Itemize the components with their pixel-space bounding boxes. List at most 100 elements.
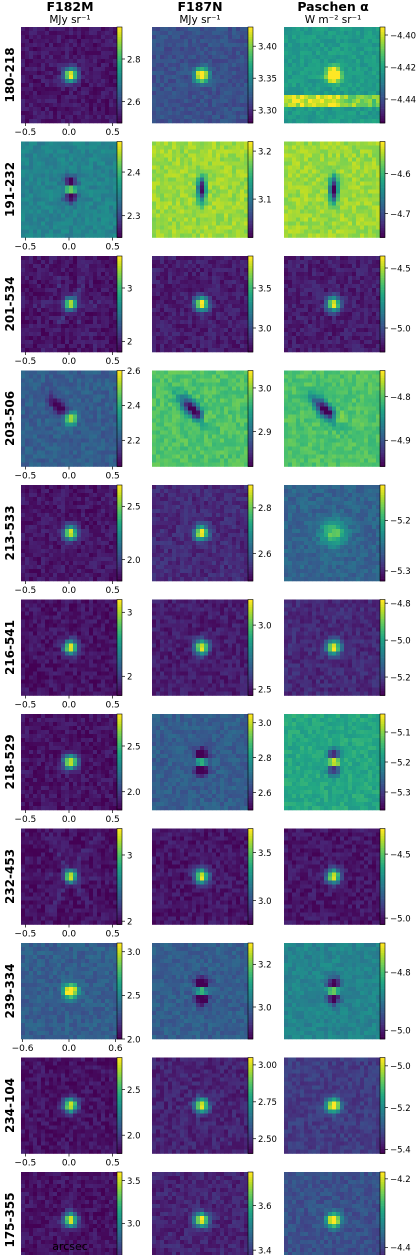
colorbar-segment [117,301,122,305]
colorbar-segment [248,148,253,152]
heatmap-cell [348,153,353,158]
heatmap-cell [176,348,181,353]
heatmap-cell [65,35,70,40]
heatmap-cell [204,71,209,76]
heatmap-cell [152,169,157,174]
heatmap-cell [360,55,365,60]
heatmap-cell [109,173,114,178]
heatmap-cell [53,308,58,313]
heatmap-cell [340,115,345,120]
heatmap-cell [97,39,102,44]
heatmap-cell [184,51,189,56]
heatmap-cell [65,95,70,100]
heatmap-cell [105,280,110,285]
heatmap-cell [164,260,169,265]
heatmap-cell [89,284,94,289]
colorbar-segment [248,177,253,181]
heatmap-cell [376,103,381,108]
heatmap-cell [332,55,337,60]
heatmap-cell [65,173,70,178]
heatmap-cell [152,221,157,226]
heatmap-cell [232,344,237,349]
heatmap-cell [188,173,193,178]
heatmap-cell [284,169,289,174]
heatmap-cell [360,209,365,214]
heatmap-cell [284,51,289,56]
heatmap-cell [37,185,42,190]
heatmap-cell [45,324,50,329]
heatmap-cell [160,59,165,64]
heatmap-cell [224,336,229,341]
heatmap-cell [172,55,177,60]
heatmap-cell [101,328,106,333]
heatmap-cell [304,205,309,210]
colorbar-segment [380,213,385,217]
heatmap-cell [61,35,66,40]
heatmap-cell [53,169,58,174]
heatmap-cell [81,332,86,337]
heatmap-cell [372,157,377,162]
heatmap-cell [352,67,357,72]
heatmap-cell [204,31,209,36]
heatmap-cell [192,213,197,218]
colorbar-segment [380,196,385,200]
heatmap-cell [348,145,353,150]
heatmap-cell [216,185,221,190]
heatmap-cell [308,161,313,166]
heatmap-cell [228,209,233,214]
heatmap-cell [105,217,110,222]
heatmap-cell [81,288,86,293]
heatmap-cell [180,288,185,293]
heatmap-cell [316,221,321,226]
heatmap-cell [240,268,245,273]
heatmap-cell [240,51,245,56]
heatmap-cell [85,91,90,96]
heatmap-cell [368,115,373,120]
heatmap-cell [224,280,229,285]
heatmap-cell [204,75,209,80]
heatmap-cell [97,149,102,154]
heatmap-cell [200,111,205,116]
heatmap-cell [356,91,361,96]
heatmap-cell [284,103,289,108]
heatmap-cell [344,225,349,230]
heatmap-cell [340,47,345,52]
heatmap-cell [200,300,205,305]
heatmap-cell [57,67,62,72]
heatmap-cell [204,91,209,96]
heatmap-cell [236,145,241,150]
heatmap-cell [300,153,305,158]
heatmap-cell [89,280,94,285]
heatmap-cell [53,205,58,210]
heatmap-cell [208,149,213,154]
heatmap-cell [176,284,181,289]
heatmap-cell [49,157,54,162]
heatmap-cell [101,35,106,40]
heatmap-cell [113,193,118,198]
heatmap-cell [300,229,305,234]
colorbar-segment [380,63,385,66]
heatmap-cell [348,177,353,182]
heatmap-cell [376,87,381,92]
heatmap-cell [192,111,197,116]
heatmap-cell [228,213,233,218]
heatmap-cell [204,111,209,116]
heatmap-cell [212,165,217,170]
heatmap-cell [172,320,177,325]
heatmap-cell [65,115,70,120]
heatmap-cell [160,83,165,88]
heatmap-cell [113,149,118,154]
heatmap-cell [204,165,209,170]
heatmap-cell [29,316,34,321]
heatmap-cell [85,35,90,40]
colorbar-segment [248,96,253,100]
heatmap-cell [188,31,193,36]
heatmap-cell [348,51,353,56]
heatmap-cell [368,141,373,146]
heatmap-cell [81,153,86,158]
heatmap-cell [69,83,74,88]
heatmap-cell [360,205,365,210]
heatmap-cell [364,47,369,52]
heatmap-cell [376,55,381,60]
heatmap-cell [236,119,241,124]
